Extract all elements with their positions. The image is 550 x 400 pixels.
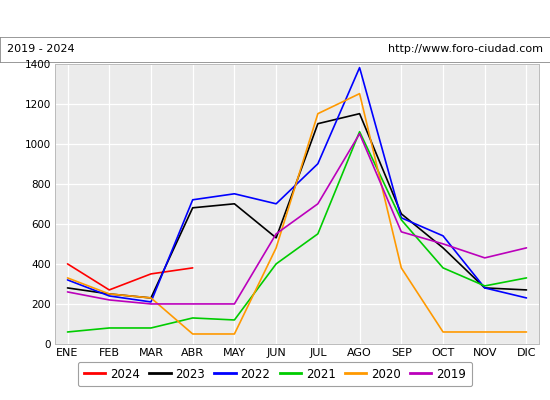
Legend: 2024, 2023, 2022, 2021, 2020, 2019: 2024, 2023, 2022, 2021, 2020, 2019 bbox=[78, 362, 472, 386]
Text: http://www.foro-ciudad.com: http://www.foro-ciudad.com bbox=[388, 44, 543, 54]
Text: 2019 - 2024: 2019 - 2024 bbox=[7, 44, 74, 54]
Text: Evolucion Nº Turistas Nacionales en el municipio de Ruente: Evolucion Nº Turistas Nacionales en el m… bbox=[57, 11, 493, 26]
